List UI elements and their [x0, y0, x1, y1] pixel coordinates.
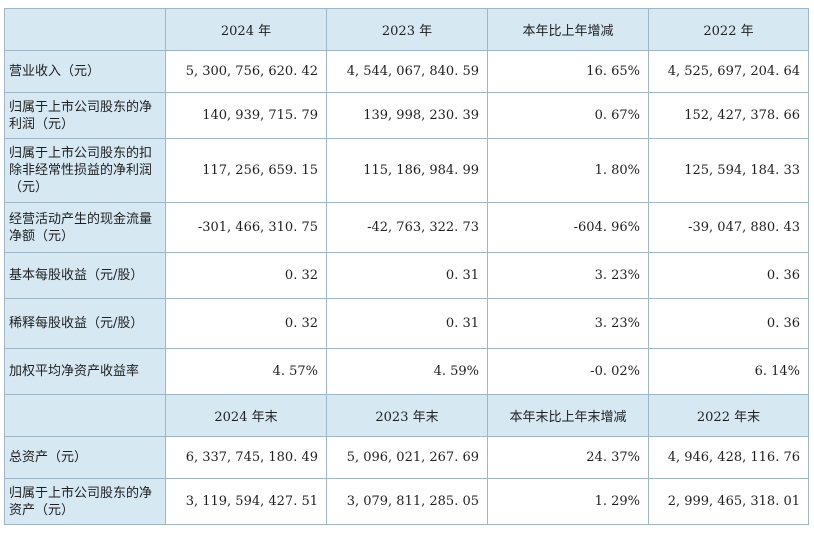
row-label: 稀释每股收益（元/股） — [4, 298, 166, 349]
cell-value: 1. 80% — [487, 138, 649, 203]
cell-value: 0. 32 — [165, 252, 327, 299]
cell-value: 5, 300, 756, 620. 42 — [165, 50, 327, 93]
cell-value: 152, 427, 378. 66 — [648, 92, 809, 139]
column-header: 2023 年 — [326, 8, 488, 51]
cell-value: 4. 57% — [165, 348, 327, 395]
column-header: 本年比上年增减 — [487, 8, 649, 51]
cell-value: 125, 594, 184. 33 — [648, 138, 809, 203]
cell-value: 0. 31 — [326, 252, 488, 299]
cell-value: 6. 14% — [648, 348, 809, 395]
row-label: 归属于上市公司股东的净利润（元） — [4, 92, 166, 139]
cell-value: 4. 59% — [326, 348, 488, 395]
cell-value: 0. 36 — [648, 252, 809, 299]
column-header: 2024 年 — [165, 8, 327, 51]
cell-value: 140, 939, 715. 79 — [165, 92, 327, 139]
cell-value: 115, 186, 984. 99 — [326, 138, 488, 203]
cell-value: 3. 23% — [487, 298, 649, 349]
row-label: 经营活动产生的现金流量净额（元） — [4, 202, 166, 253]
cell-value: 16. 65% — [487, 50, 649, 93]
cell-value: 1. 29% — [487, 478, 649, 525]
table-row-diluted-eps: 稀释每股收益（元/股） 0. 32 0. 31 3. 23% 0. 36 — [4, 298, 809, 349]
header-row-annual: 2024 年 2023 年 本年比上年增减 2022 年 — [4, 8, 809, 51]
cell-value: 0. 67% — [487, 92, 649, 139]
column-header: 2022 年末 — [648, 394, 809, 437]
row-label: 归属于上市公司股东的净资产（元） — [4, 478, 166, 525]
cell-value: 117, 256, 659. 15 — [165, 138, 327, 203]
column-header: 2024 年末 — [165, 394, 327, 437]
table-row-total-assets: 总资产（元） 6, 337, 745, 180. 49 5, 096, 021,… — [4, 436, 809, 479]
cell-value: 0. 32 — [165, 298, 327, 349]
cell-value: 139, 998, 230. 39 — [326, 92, 488, 139]
cell-value: 0. 36 — [648, 298, 809, 349]
row-label: 基本每股收益（元/股） — [4, 252, 166, 299]
table-row-weighted-roe: 加权平均净资产收益率 4. 57% 4. 59% -0. 02% 6. 14% — [4, 348, 809, 395]
cell-value: 2, 999, 465, 318. 01 — [648, 478, 809, 525]
cell-value: -0. 02% — [487, 348, 649, 395]
row-label: 总资产（元） — [4, 436, 166, 479]
cell-value: 3. 23% — [487, 252, 649, 299]
cell-value: -39, 047, 880. 43 — [648, 202, 809, 253]
cell-value: 3, 119, 594, 427. 51 — [165, 478, 327, 525]
table-row-basic-eps: 基本每股收益（元/股） 0. 32 0. 31 3. 23% 0. 36 — [4, 252, 809, 299]
cell-value: 6, 337, 745, 180. 49 — [165, 436, 327, 479]
header-row-year-end: 2024 年末 2023 年末 本年末比上年末增减 2022 年末 — [4, 394, 809, 437]
table-row-net-profit: 归属于上市公司股东的净利润（元） 140, 939, 715. 79 139, … — [4, 92, 809, 139]
cell-value: -604. 96% — [487, 202, 649, 253]
cell-value: 0. 31 — [326, 298, 488, 349]
cell-value: 3, 079, 811, 285. 05 — [326, 478, 488, 525]
row-label: 营业收入（元） — [4, 50, 166, 93]
cell-value: 4, 525, 697, 204. 64 — [648, 50, 809, 93]
row-label: 加权平均净资产收益率 — [4, 348, 166, 395]
header-blank-cell — [4, 8, 166, 51]
header-blank-cell — [4, 394, 166, 437]
column-header: 2022 年 — [648, 8, 809, 51]
table-row-net-assets: 归属于上市公司股东的净资产（元） 3, 119, 594, 427. 51 3,… — [4, 478, 809, 525]
financial-summary-table: 2024 年 2023 年 本年比上年增减 2022 年 营业收入（元） 5, … — [4, 8, 809, 525]
cell-value: 4, 544, 067, 840. 59 — [326, 50, 488, 93]
table-row-net-profit-deducted: 归属于上市公司股东的扣除非经常性损益的净利润（元） 117, 256, 659.… — [4, 138, 809, 203]
row-label: 归属于上市公司股东的扣除非经常性损益的净利润（元） — [4, 138, 166, 203]
table-row-revenue: 营业收入（元） 5, 300, 756, 620. 42 4, 544, 067… — [4, 50, 809, 93]
cell-value: 5, 096, 021, 267. 69 — [326, 436, 488, 479]
table-row-operating-cash-flow: 经营活动产生的现金流量净额（元） -301, 466, 310. 75 -42,… — [4, 202, 809, 253]
cell-value: 4, 946, 428, 116. 76 — [648, 436, 809, 479]
cell-value: -301, 466, 310. 75 — [165, 202, 327, 253]
column-header: 本年末比上年末增减 — [487, 394, 649, 437]
cell-value: -42, 763, 322. 73 — [326, 202, 488, 253]
column-header: 2023 年末 — [326, 394, 488, 437]
cell-value: 24. 37% — [487, 436, 649, 479]
